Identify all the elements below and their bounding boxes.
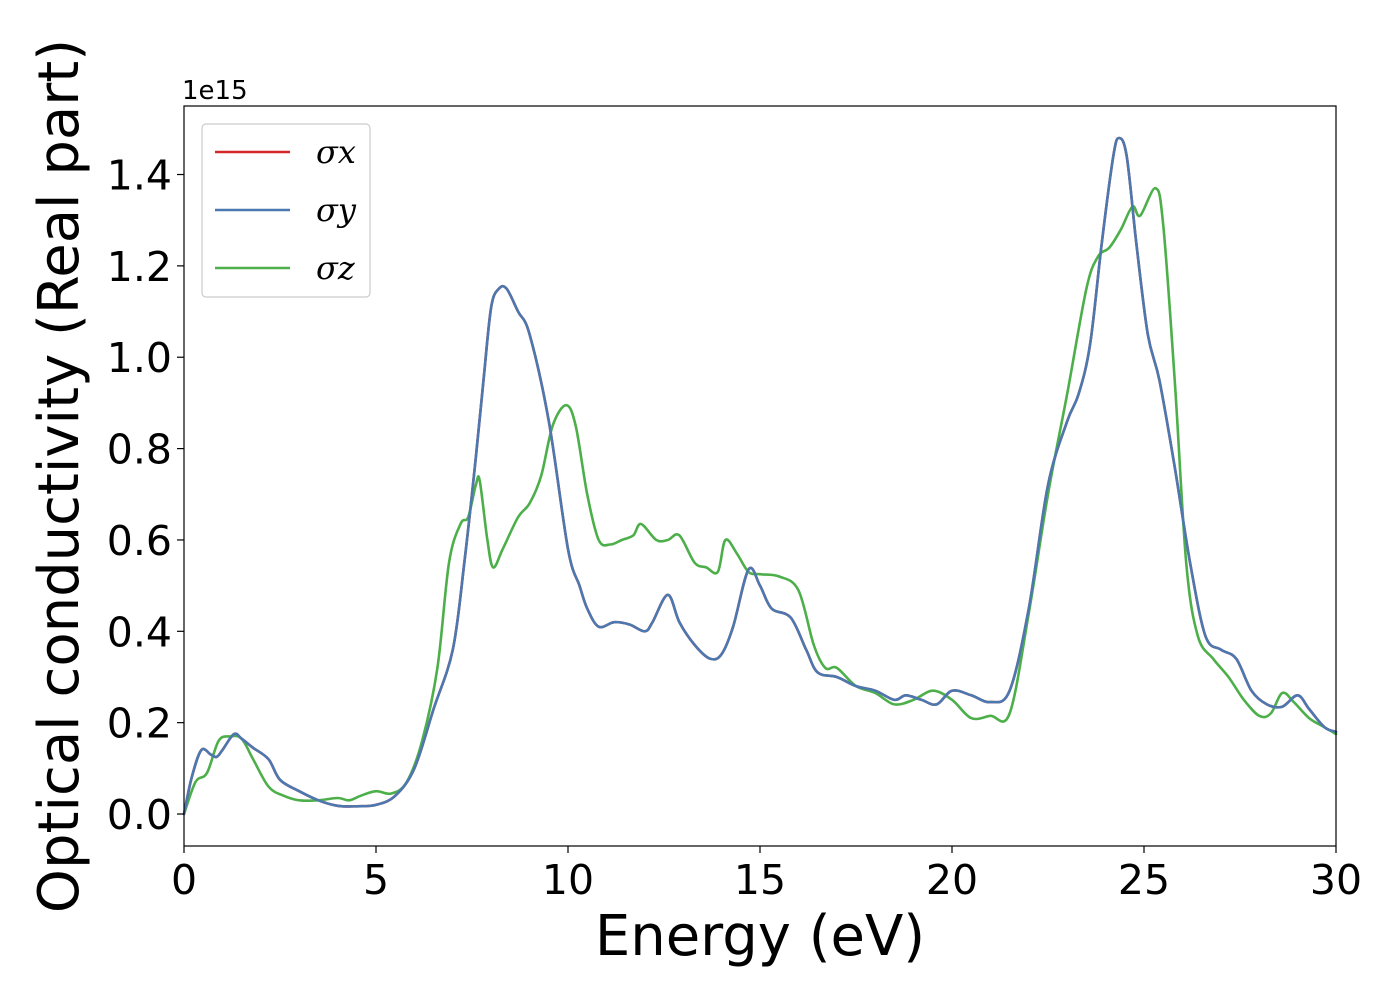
y-tick-label: 0.4 [107,608,172,656]
x-tick-label: 5 [363,856,389,904]
x-tick-label: 10 [542,856,594,904]
series-line-sigma-z [182,186,1338,816]
y-tick-label: 1.2 [107,243,172,291]
series-layer [182,136,1338,816]
legend-label: σz [316,249,356,287]
y-tick-label: 0.6 [107,517,172,565]
y-tick-label: 1.4 [107,152,172,200]
y-axis: 0.0 0.2 0.4 0.6 0.8 1.0 1.2 1.4 [107,152,184,839]
x-tick-label: 25 [1118,856,1170,904]
y-tick-label: 0.0 [107,791,172,839]
x-axis-label: Energy (eV) [595,904,925,969]
x-tick-label: 0 [171,856,197,904]
y-offset-label: 1e15 [182,76,248,106]
x-tick-label: 20 [926,856,978,904]
y-tick-label: 1.0 [107,334,172,382]
x-tick-label: 15 [734,856,786,904]
legend-label: σy [316,191,357,229]
legend-label: σx [316,133,356,171]
y-tick-label: 0.8 [107,426,172,474]
y-axis-label: Optical conductivity (Real part) [27,39,92,913]
x-tick-label: 30 [1310,856,1362,904]
legend: σx σy σz [201,123,371,298]
x-axis: 0 5 10 15 20 25 30 [171,846,1362,904]
series-line-sigma-y [182,136,1338,816]
y-tick-label: 0.2 [107,700,172,748]
